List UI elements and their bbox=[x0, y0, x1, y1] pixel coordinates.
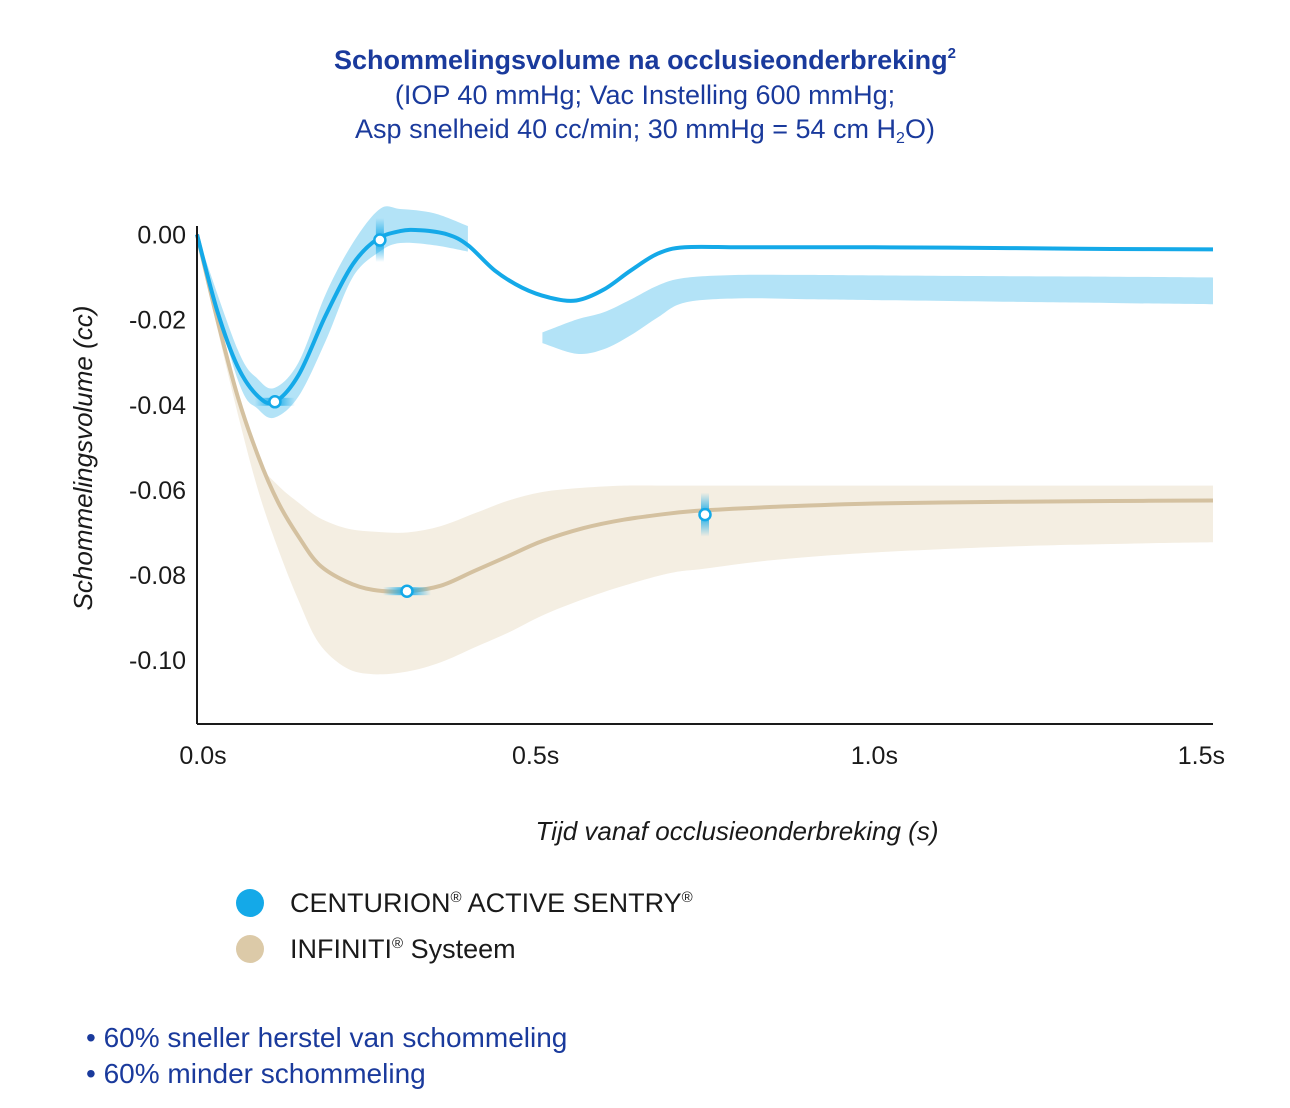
centurion-peak-point bbox=[373, 233, 387, 247]
y-tick-label: 0.00 bbox=[137, 222, 186, 250]
x-tick-label: 0.0s bbox=[179, 742, 226, 770]
centurion-range-band-late bbox=[542, 274, 1213, 354]
key-findings: • 60% sneller herstel van schommeling • … bbox=[86, 1020, 567, 1092]
legend-item-infiniti: INFINITI® Systeem bbox=[236, 926, 693, 972]
y-tick-label: -0.10 bbox=[129, 647, 186, 675]
legend: CENTURION® ACTIVE SENTRY® INFINITI® Syst… bbox=[236, 880, 693, 972]
infiniti-recovery-point bbox=[698, 507, 712, 522]
chart-title: Schommelingsvolume na occlusieonderbreki… bbox=[333, 45, 956, 75]
legend-swatch-centurion bbox=[236, 889, 264, 917]
chart-subtitle-line-2: Asp snelheid 40 cc/min; 30 mmHg = 54 cm … bbox=[355, 114, 935, 147]
y-tick-label: -0.08 bbox=[129, 562, 186, 590]
x-tick-label: 1.5s bbox=[1178, 742, 1225, 770]
legend-label-centurion: CENTURION® ACTIVE SENTRY® bbox=[290, 887, 693, 918]
x-tick-label: 1.0s bbox=[851, 742, 898, 770]
x-axis-title: Tijd vanaf occlusieonderbreking (s) bbox=[536, 816, 939, 846]
infiniti-min-point bbox=[400, 584, 414, 598]
legend-swatch-infiniti bbox=[236, 935, 264, 963]
y-tick-label: -0.04 bbox=[129, 392, 186, 420]
centurion-min-point bbox=[268, 395, 282, 409]
y-tick-label: -0.02 bbox=[129, 307, 186, 335]
legend-label-infiniti: INFINITI® Systeem bbox=[290, 933, 516, 964]
finding-recovery: • 60% sneller herstel van schommeling bbox=[86, 1022, 568, 1053]
fluctuation-chart: 0.00 -0.02 -0.04 -0.06 -0.08 -0.10 0.0s 0.5s 1.0… bbox=[68, 206, 1225, 846]
x-tick-label: 0.5s bbox=[512, 742, 559, 770]
y-axis-title: Schommelingsvolume (cc) bbox=[68, 306, 98, 611]
finding-reduction: • 60% minder schommeling bbox=[86, 1058, 426, 1089]
infiniti-range-band bbox=[197, 234, 1213, 675]
y-tick-label: -0.06 bbox=[129, 477, 186, 505]
chart-title-block: Schommelingsvolume na occlusieonderbreki… bbox=[0, 36, 1290, 156]
legend-item-centurion: CENTURION® ACTIVE SENTRY® bbox=[236, 880, 693, 926]
infiniti-series-line bbox=[195, 234, 1214, 594]
centurion-series-line bbox=[195, 227, 1214, 406]
centurion-range-band-early bbox=[197, 206, 468, 419]
chart-subtitle-line-1: (IOP 40 mmHg; Vac Instelling 600 mmHg; bbox=[394, 80, 896, 110]
